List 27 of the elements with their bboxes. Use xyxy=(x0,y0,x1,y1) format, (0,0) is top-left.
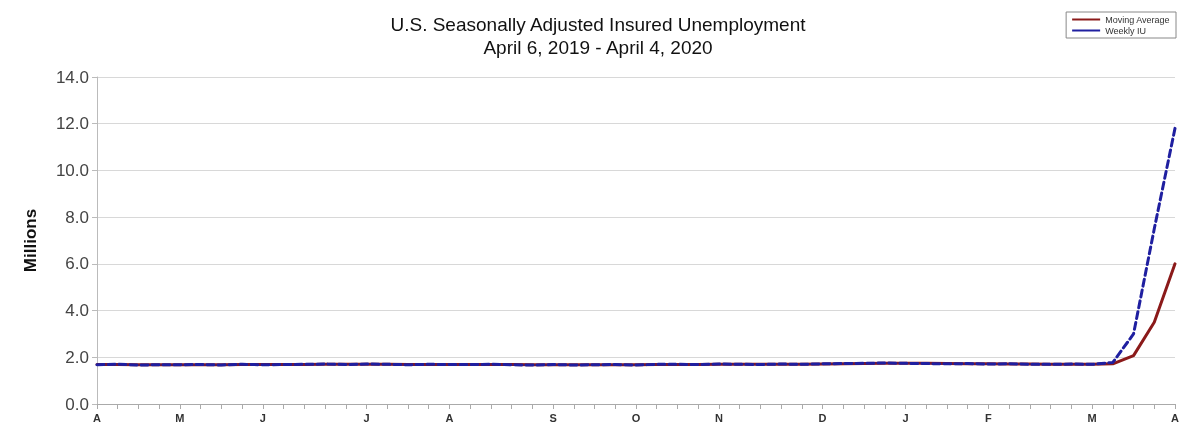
x-tick-label: N xyxy=(714,411,723,424)
y-tick-label: 8.0 xyxy=(65,207,89,227)
x-tick-label: A xyxy=(445,411,454,424)
y-tick-label: 14.0 xyxy=(55,67,89,87)
x-tick-label: O xyxy=(631,411,641,424)
chart-title: U.S. Seasonally Adjusted Insured Unemployment xyxy=(390,14,807,35)
y-tick-label: 10.0 xyxy=(55,160,89,180)
x-tick-label: J xyxy=(363,411,370,424)
y-tick-label: 4.0 xyxy=(65,301,89,321)
legend-label: Moving Average xyxy=(1105,14,1170,25)
chart-subtitle: April 6, 2019 - April 4, 2020 xyxy=(483,37,713,58)
y-axis-title: Millions xyxy=(21,208,40,273)
x-tick-label: M xyxy=(1087,411,1097,424)
x-tick-label: J xyxy=(902,411,909,424)
x-tick-label: D xyxy=(818,411,827,424)
line-series xyxy=(95,126,1177,367)
x-tick-label: M xyxy=(175,411,185,424)
legend-label: Weekly IU xyxy=(1105,25,1146,36)
y-tick-label: 6.0 xyxy=(65,254,89,274)
x-tick-label: S xyxy=(549,411,557,424)
x-tick-label: F xyxy=(985,411,993,424)
y-tick-label: 12.0 xyxy=(55,114,89,134)
y-tick-label: 2.0 xyxy=(65,347,89,367)
x-tick-label: A xyxy=(93,411,102,424)
x-tick-label: J xyxy=(259,411,266,424)
x-tick-label: A xyxy=(1171,411,1180,424)
y-tick-label: 0.0 xyxy=(65,394,89,414)
